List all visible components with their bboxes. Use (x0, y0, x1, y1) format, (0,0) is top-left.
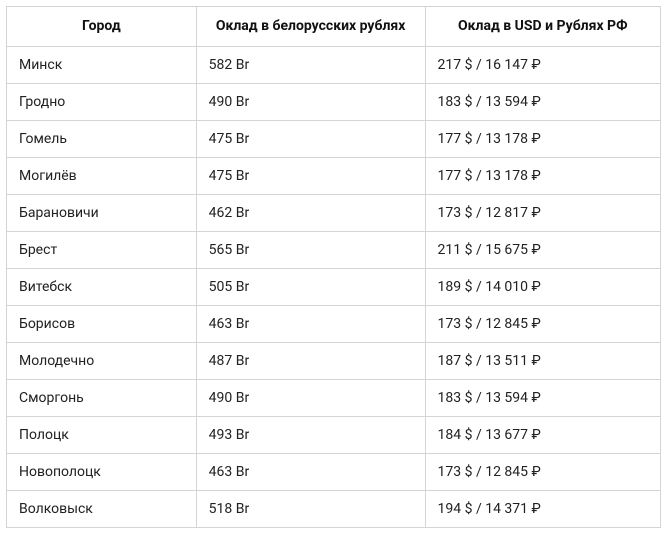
table-cell: 183 $ / 13 594 ₽ (425, 83, 660, 120)
table-cell: 490 Br (196, 83, 425, 120)
table-cell: Гомель (7, 120, 197, 157)
table-cell: 183 $ / 13 594 ₽ (425, 379, 660, 416)
table-row: Могилёв475 Br177 $ / 13 178 ₽ (7, 157, 661, 194)
col-header-salary-byn: Оклад в белорусских рублях (196, 7, 425, 47)
table-cell: Витебск (7, 268, 197, 305)
table-cell: 518 Br (196, 490, 425, 527)
table-cell: Брест (7, 231, 197, 268)
table-cell: 505 Br (196, 268, 425, 305)
table-cell: 582 Br (196, 46, 425, 83)
table-cell: 462 Br (196, 194, 425, 231)
table-row: Волковыск518 Br194 $ / 14 371 ₽ (7, 490, 661, 527)
table-cell: 463 Br (196, 453, 425, 490)
table-cell: Полоцк (7, 416, 197, 453)
table-cell: 475 Br (196, 120, 425, 157)
table-row: Сморгонь490 Br183 $ / 13 594 ₽ (7, 379, 661, 416)
table-row: Витебск505 Br189 $ / 14 010 ₽ (7, 268, 661, 305)
table-cell: 211 $ / 15 675 ₽ (425, 231, 660, 268)
table-cell: 475 Br (196, 157, 425, 194)
table-cell: Новополоцк (7, 453, 197, 490)
salary-table: Город Оклад в белорусских рублях Оклад в… (6, 6, 661, 528)
table-row: Молодечно487 Br187 $ / 13 511 ₽ (7, 342, 661, 379)
table-cell: 565 Br (196, 231, 425, 268)
table-cell: 490 Br (196, 379, 425, 416)
table-cell: 189 $ / 14 010 ₽ (425, 268, 660, 305)
table-header-row: Город Оклад в белорусских рублях Оклад в… (7, 7, 661, 47)
table-cell: 217 $ / 16 147 ₽ (425, 46, 660, 83)
table-row: Барановичи462 Br173 $ / 12 817 ₽ (7, 194, 661, 231)
table-cell: Могилёв (7, 157, 197, 194)
table-cell: 173 $ / 12 817 ₽ (425, 194, 660, 231)
table-cell: Борисов (7, 305, 197, 342)
table-row: Минск582 Br217 $ / 16 147 ₽ (7, 46, 661, 83)
table-row: Гомель475 Br177 $ / 13 178 ₽ (7, 120, 661, 157)
table-cell: 173 $ / 12 845 ₽ (425, 453, 660, 490)
col-header-salary-usd-rub: Оклад в USD и Рублях РФ (425, 7, 660, 47)
table-cell: Волковыск (7, 490, 197, 527)
table-row: Борисов463 Br173 $ / 12 845 ₽ (7, 305, 661, 342)
table-row: Брест565 Br211 $ / 15 675 ₽ (7, 231, 661, 268)
table-header: Город Оклад в белорусских рублях Оклад в… (7, 7, 661, 47)
table-body: Минск582 Br217 $ / 16 147 ₽Гродно490 Br1… (7, 46, 661, 527)
table-row: Гродно490 Br183 $ / 13 594 ₽ (7, 83, 661, 120)
table-cell: Минск (7, 46, 197, 83)
table-cell: 487 Br (196, 342, 425, 379)
table-row: Полоцк493 Br184 $ / 13 677 ₽ (7, 416, 661, 453)
table-cell: Сморгонь (7, 379, 197, 416)
table-cell: 194 $ / 14 371 ₽ (425, 490, 660, 527)
table-cell: 184 $ / 13 677 ₽ (425, 416, 660, 453)
table-cell: Гродно (7, 83, 197, 120)
table-cell: 463 Br (196, 305, 425, 342)
table-cell: 493 Br (196, 416, 425, 453)
table-cell: Барановичи (7, 194, 197, 231)
table-row: Новополоцк463 Br173 $ / 12 845 ₽ (7, 453, 661, 490)
table-cell: 187 $ / 13 511 ₽ (425, 342, 660, 379)
table-cell: 177 $ / 13 178 ₽ (425, 157, 660, 194)
col-header-city: Город (7, 7, 197, 47)
table-cell: Молодечно (7, 342, 197, 379)
table-cell: 173 $ / 12 845 ₽ (425, 305, 660, 342)
table-cell: 177 $ / 13 178 ₽ (425, 120, 660, 157)
